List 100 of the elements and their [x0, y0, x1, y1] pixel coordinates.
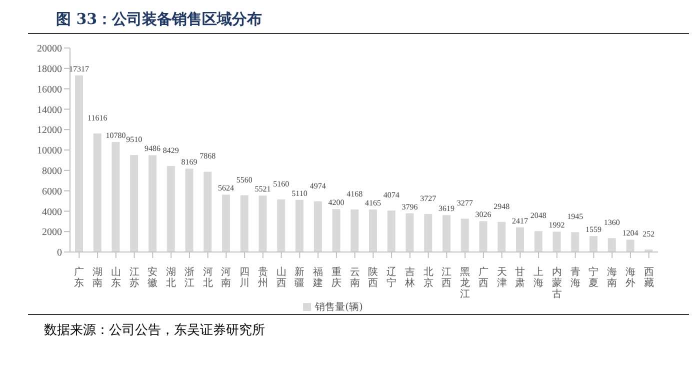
- y-tick-label: 2000: [42, 227, 62, 238]
- x-tick-label: 河南: [221, 266, 232, 289]
- x-tick-label: 西藏: [644, 267, 654, 289]
- bar: [442, 215, 450, 252]
- data-label: 1559: [586, 225, 602, 234]
- data-label: 5110: [292, 188, 308, 198]
- bar: [93, 134, 102, 252]
- x-tick-label: 吉林: [404, 266, 415, 289]
- data-label: 2417: [512, 216, 528, 226]
- data-label: 17317: [69, 64, 89, 74]
- data-label: 3277: [456, 198, 473, 208]
- bar: [534, 231, 542, 252]
- bar: [314, 201, 322, 252]
- data-label: 9486: [144, 144, 160, 154]
- x-tick-label: 广西: [478, 266, 488, 289]
- x-tick-label: 陕西: [368, 266, 378, 289]
- y-tick-label: 18000: [37, 64, 62, 75]
- bar: [608, 238, 616, 252]
- data-label: 3796: [402, 202, 418, 212]
- x-tick-label: 黑龙江: [460, 267, 470, 300]
- x-tick-label: 内蒙古: [552, 266, 562, 300]
- data-label: 9510: [126, 135, 142, 144]
- x-tick-label: 重庆: [331, 266, 342, 289]
- x-tick-label: 山西: [276, 266, 286, 289]
- data-label: 4200: [328, 198, 344, 208]
- legend-label: 销售量(辆): [315, 302, 363, 313]
- x-tick-label: 贵州: [258, 266, 268, 289]
- data-label: 4168: [346, 189, 363, 198]
- bar: [240, 195, 248, 252]
- data-label: 5624: [218, 184, 234, 193]
- bar: [332, 209, 340, 252]
- x-tick-label: 海南: [607, 266, 618, 289]
- bar: [166, 166, 175, 252]
- x-tick-label: 甘肃: [515, 266, 526, 289]
- bar: [222, 194, 230, 252]
- bar: [258, 196, 267, 252]
- data-label: 5560: [236, 175, 252, 184]
- data-label: 5160: [273, 179, 290, 188]
- data-label: 11616: [88, 114, 108, 123]
- data-label: 7868: [200, 152, 216, 161]
- bar: [350, 209, 359, 252]
- bar: [552, 232, 561, 252]
- bar: [590, 236, 598, 252]
- bar: [626, 240, 634, 252]
- x-tick-label: 广东: [74, 266, 84, 289]
- x-tick-label: 福建: [312, 266, 324, 289]
- bar: [460, 218, 469, 252]
- bar: [571, 232, 580, 252]
- x-tick-label: 江西: [442, 266, 452, 289]
- y-tick-label: 14000: [37, 104, 62, 116]
- x-tick-label: 云南: [350, 267, 360, 289]
- x-tick-label: 山东: [110, 266, 121, 289]
- bar: [75, 75, 83, 252]
- data-label: 10780: [106, 131, 126, 140]
- y-tick-label: 6000: [42, 186, 62, 198]
- bar: [479, 221, 488, 252]
- bar: [148, 155, 156, 252]
- data-label: 8169: [181, 158, 198, 167]
- data-label: 4165: [365, 198, 381, 208]
- y-tick-label: 20000: [37, 44, 62, 55]
- x-tick-label: 浙江: [184, 266, 194, 289]
- data-label: 1204: [622, 228, 638, 238]
- x-tick-label: 北京: [423, 266, 434, 289]
- x-tick-label: 海外: [625, 266, 636, 289]
- source-note: 数据来源：公司公告，东吴证券研究所: [44, 322, 266, 339]
- y-tick-label: 16000: [37, 84, 62, 96]
- x-tick-label: 四川: [240, 267, 250, 289]
- y-tick-label: 0: [57, 248, 62, 259]
- y-tick-label: 4000: [42, 206, 62, 218]
- data-label: 2048: [530, 211, 546, 220]
- bar: [296, 200, 304, 252]
- x-tick-label: 宁夏: [588, 266, 599, 289]
- data-label: 1992: [548, 220, 565, 230]
- bar: [204, 172, 212, 252]
- bar: [112, 142, 120, 252]
- bar: [369, 210, 377, 252]
- data-label: 2948: [494, 202, 510, 211]
- x-tick-label: 安徽: [148, 266, 158, 289]
- bar: [185, 168, 194, 252]
- x-tick-label: 天津: [496, 267, 507, 289]
- y-tick-label: 10000: [37, 146, 62, 157]
- data-label: 1360: [604, 218, 620, 228]
- bar: [387, 210, 396, 252]
- bar: [498, 222, 506, 252]
- x-tick-label: 新疆: [294, 266, 305, 289]
- data-label: 1945: [567, 212, 584, 222]
- data-label: 4074: [383, 190, 400, 200]
- data-label: 5521: [254, 184, 271, 194]
- x-tick-label: 辽宁: [386, 266, 397, 289]
- bar: [406, 213, 414, 252]
- bar: [277, 199, 286, 252]
- x-tick-label: 湖北: [166, 266, 176, 289]
- data-label: 3727: [420, 194, 436, 203]
- x-tick-label: 湖南: [92, 266, 103, 289]
- x-tick-label: 青海: [570, 266, 580, 289]
- data-label: 3026: [475, 210, 492, 220]
- x-tick-label: 江苏: [129, 266, 140, 289]
- bar: [130, 155, 138, 252]
- y-tick-label: 8000: [42, 166, 62, 177]
- chart-title: 图 33：公司装备销售区域分布: [28, 8, 689, 34]
